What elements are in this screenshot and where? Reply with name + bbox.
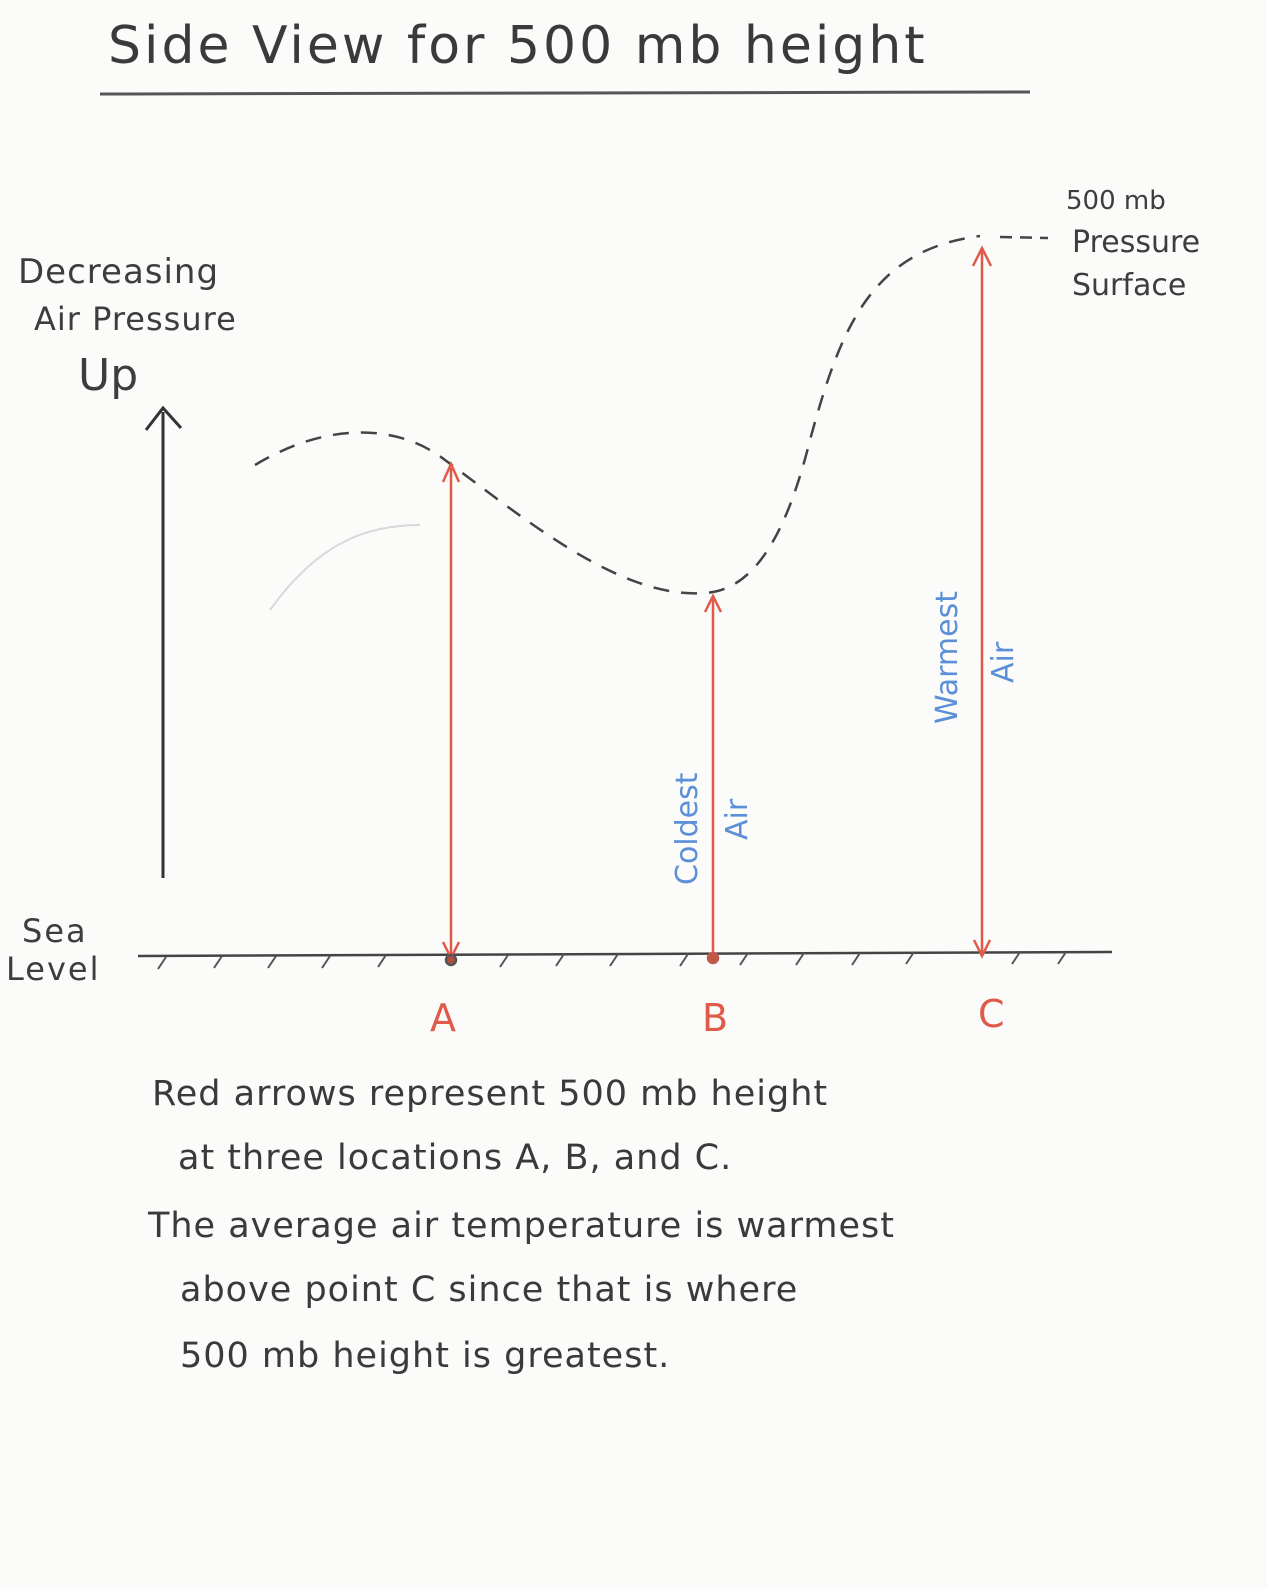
pressure-surface-label-line3: Surface bbox=[1072, 268, 1187, 303]
axis-label-up: Up bbox=[78, 350, 139, 401]
erased-curve bbox=[269, 524, 421, 611]
axis-label-line2: Air Pressure bbox=[34, 300, 237, 338]
axis-label-line1: Decreasing bbox=[18, 252, 220, 292]
pressure-surface-curve bbox=[254, 234, 981, 595]
arrow-c bbox=[971, 245, 993, 959]
warmest-air-label-line2: Air bbox=[986, 641, 1021, 683]
warmest-air-label-line1: Warmest bbox=[930, 590, 965, 724]
caption-line2: at three locations A, B, and C. bbox=[178, 1138, 733, 1178]
pressure-surface-label-line2: Pressure bbox=[1072, 225, 1201, 260]
diagram-title: Side View for 500 mb height bbox=[108, 16, 928, 76]
location-label-b: B bbox=[702, 996, 729, 1040]
caption-line4: above point C since that is where bbox=[180, 1270, 799, 1310]
sea-level-label-line2: Level bbox=[6, 950, 101, 988]
arrow-b bbox=[703, 593, 723, 965]
sea-level-label-line1: Sea bbox=[22, 912, 88, 950]
pressure-surface-label-line1: 500 mb bbox=[1066, 186, 1166, 216]
caption-line3: The average air temperature is warmest bbox=[148, 1206, 895, 1246]
caption-line5: 500 mb height is greatest. bbox=[180, 1336, 671, 1376]
title-underline bbox=[99, 90, 1031, 96]
location-label-c: C bbox=[978, 992, 1005, 1036]
coldest-air-label-line1: Coldest bbox=[670, 772, 705, 885]
arrow-a bbox=[441, 460, 461, 967]
location-label-a: A bbox=[430, 996, 456, 1040]
pressure-axis-arrowhead bbox=[144, 405, 183, 431]
pressure-label-leader bbox=[999, 235, 1049, 240]
sea-level-line bbox=[137, 950, 1113, 970]
coldest-air-label-line2: Air bbox=[720, 798, 755, 840]
caption-line1: Red arrows represent 500 mb height bbox=[152, 1074, 829, 1114]
